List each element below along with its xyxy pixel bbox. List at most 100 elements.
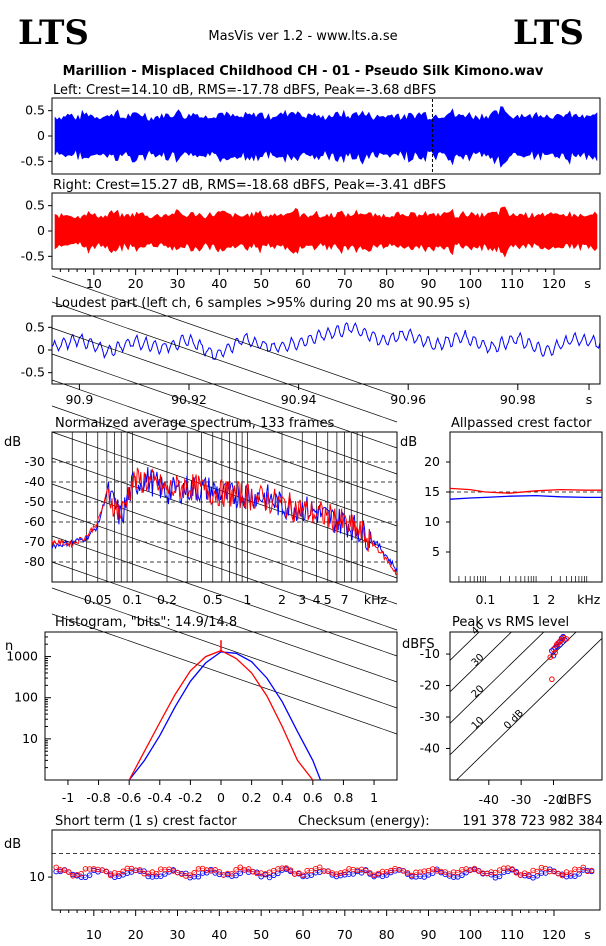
loudest-xtick-label: s	[586, 392, 593, 407]
short-crest-point-red	[492, 869, 499, 876]
spectrum-slope-line	[51, 353, 398, 475]
spectrum-xtick-label: 0.1	[122, 592, 142, 607]
spectrum-xtick-label: 3	[298, 592, 306, 607]
spectrum-xtick-label: 0.05	[84, 592, 112, 607]
loudest-xtick-label: 90.9	[65, 392, 93, 407]
right-waveform-ytick-label: -0.5	[21, 248, 45, 263]
left-waveform-ytick-label: 0	[37, 128, 45, 143]
loudest-xtick-label: 90.92	[171, 392, 207, 407]
histogram-xtick-label: -0.8	[86, 790, 110, 805]
short-crest-xtick-label: 40	[211, 927, 227, 942]
peak-rms-diagonal	[455, 638, 602, 780]
peak-rms-diagonal-label: 20	[470, 683, 487, 700]
short-crest-point-blue	[421, 874, 428, 880]
histogram-frame	[44, 631, 398, 781]
spectrum-frame	[51, 431, 398, 583]
short-crest-point-blue	[237, 870, 243, 876]
peak-rms-diagonal	[450, 632, 577, 756]
allpassed-ytick-label: 15	[424, 484, 440, 499]
spectrum-ylabel: dB	[4, 435, 21, 450]
peak-rms-diagonal-label: 0 dB	[502, 708, 526, 732]
allpassed-frame	[449, 431, 603, 583]
histogram-series-red	[128, 649, 314, 781]
peak-rms-xtick-label: -20	[543, 792, 563, 807]
peak-rms-point-red	[553, 641, 560, 648]
short-crest-point-red	[342, 869, 348, 875]
short-crest-title: Short term (1 s) crest factor	[55, 814, 237, 829]
spectrum-xtick-label: 0.5	[203, 592, 223, 607]
spectrum-slope-line	[51, 275, 398, 397]
short-crest-point-red	[442, 869, 448, 875]
short-crest-point-red	[576, 867, 582, 873]
short-crest-point-red	[191, 869, 197, 876]
peak-rms-ytick-label: -20	[420, 678, 440, 693]
short-crest-point-blue	[463, 869, 469, 876]
allpassed-xtick-label: kHz	[577, 592, 601, 607]
short-crest-xtick-label: 60	[295, 927, 311, 942]
peak-rms-frame	[449, 631, 603, 781]
spectrum-plot: -30 -40 -50 -60 -70 -80 0.05 0.1 0.2 0.5 1 2 3 4 5 7 kHz	[25, 275, 398, 735]
histogram-plot: 1000 100 10 -1 -0.8 -0.6 -0.4 -0.2 0 0.2 0.4 0.6 0.8…	[6, 636, 378, 805]
loudest-ytick-label: -0.5	[21, 365, 45, 380]
histogram-ylabel: n	[5, 639, 13, 654]
short-crest-ylabel: dB	[4, 837, 21, 852]
histogram-ytick-label: 10	[22, 731, 38, 746]
x-tick-label: 30	[170, 276, 186, 291]
short-crest-xtick-label: s	[584, 927, 591, 942]
short-crest-point-red	[107, 872, 114, 879]
short-crest-xtick-label: 120	[542, 927, 566, 942]
spectrum-ytick-label: -70	[25, 534, 45, 549]
short-crest-xtick-label: 20	[128, 927, 144, 942]
short-crest-point-red	[580, 864, 587, 871]
short-crest-xtick-label: 70	[337, 927, 353, 942]
x-tick-label: 20	[128, 276, 144, 291]
right-waveform-plot	[54, 206, 598, 258]
allpassed-ytick-label: 5	[432, 544, 440, 559]
short-crest-point-blue	[258, 873, 264, 880]
short-crest-point-red	[216, 869, 223, 875]
allpassed-ytick-label: 10	[424, 514, 440, 529]
short-crest-plot: 10 10 20 30 40 50 60 70 80 90 100 110 120 s	[29, 853, 600, 942]
peak-rms-point-red	[557, 638, 563, 645]
loudest-part-plot: 0.5 0 -0.5 90.9 90.92 90.94 90.96 90.98 s	[21, 319, 601, 407]
logo-left: LTS	[18, 13, 89, 53]
short-crest-point-red	[78, 870, 85, 877]
peak-rms-ylabel: dBFS	[402, 637, 435, 652]
short-crest-point-blue	[358, 870, 365, 876]
spectrum-slope-line	[51, 561, 398, 683]
spectrum-ytick-label: -50	[25, 494, 45, 509]
allpassed-series-red	[449, 487, 602, 494]
histogram-series-blue	[128, 651, 322, 781]
spectrum-ytick-label: -40	[25, 474, 45, 489]
left-waveform-ytick-label: -0.5	[21, 153, 45, 168]
short-crest-point-red	[120, 868, 126, 875]
short-crest-point-red	[367, 870, 373, 876]
peak-rms-point-red	[552, 649, 558, 656]
short-crest-point-red	[455, 869, 461, 876]
loudest-part-title: Loudest part (left ch, 6 samples >95% du…	[55, 296, 470, 311]
peak-rms-title: Peak vs RMS level	[452, 615, 569, 630]
short-crest-xtick-label: 90	[421, 927, 437, 942]
spectrum-xtick-label: 5	[324, 592, 332, 607]
right-waveform-title: Right: Crest=15.27 dB, RMS=-18.68 dBFS, …	[53, 178, 446, 193]
peak-rms-diagonal	[450, 632, 513, 693]
allpassed-ytick-label: 20	[424, 454, 440, 469]
peak-rms-point-red	[547, 654, 554, 660]
histogram-xtick-label: -1	[62, 790, 74, 805]
short-crest-point-blue	[459, 872, 465, 879]
short-crest-point-red	[409, 872, 415, 879]
short-crest-point-red	[245, 866, 252, 872]
x-tick-label: 90	[421, 276, 437, 291]
short-crest-point-red	[187, 872, 193, 878]
spectrum-xtick-label: 2	[278, 592, 286, 607]
short-crest-xtick-label: 110	[500, 927, 524, 942]
peak-rms-point-red	[550, 646, 557, 653]
peak-rms-xtick-label: -40	[479, 792, 499, 807]
allpassed-plot: 20 15 10 5 0.1 1 2 kHz	[424, 454, 602, 607]
peak-rms-ytick-label: -30	[420, 709, 440, 724]
allpassed-title: Allpassed crest factor	[451, 416, 592, 431]
short-crest-point-red	[588, 867, 595, 874]
histogram-xtick-label: 0.2	[242, 790, 262, 805]
